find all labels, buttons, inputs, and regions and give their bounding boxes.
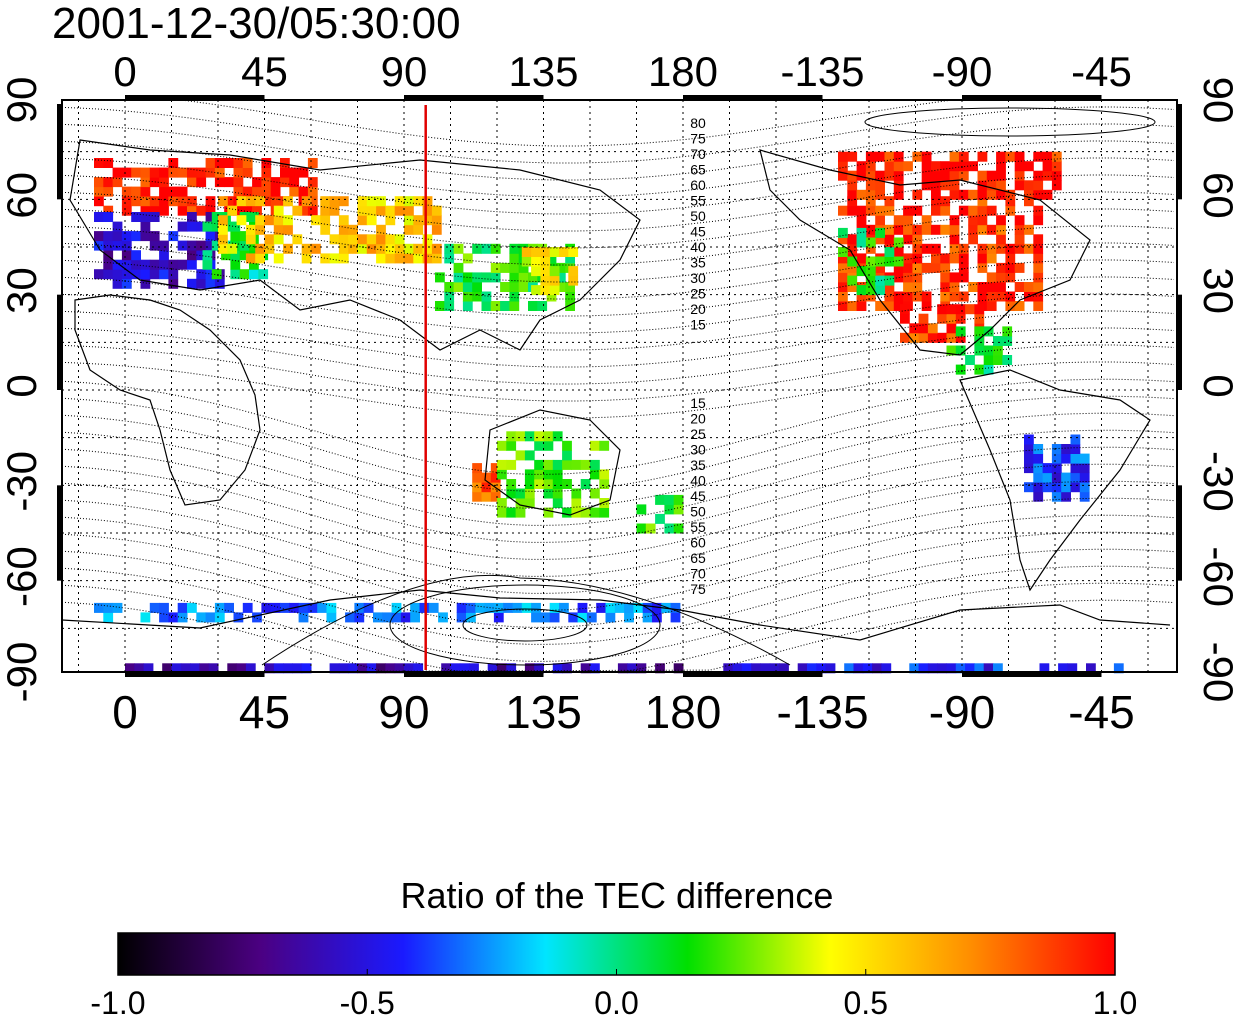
right-lat-label: 90 bbox=[1195, 77, 1240, 124]
anomaly-region-japan bbox=[521, 247, 579, 296]
contour-label: 40 bbox=[690, 473, 706, 489]
anomaly-region-europe-central bbox=[94, 212, 225, 289]
top-lon-label: 90 bbox=[381, 48, 428, 95]
top-lon-label: -135 bbox=[780, 48, 864, 95]
contour-label: 30 bbox=[690, 442, 706, 458]
contour-label: 70 bbox=[690, 146, 706, 162]
north-magnetic-oval bbox=[864, 107, 1156, 137]
bottom-lon-label: 180 bbox=[645, 686, 722, 738]
top-lon-label: 135 bbox=[508, 48, 578, 95]
contour-label: 35 bbox=[690, 457, 706, 473]
right-lat-label: -60 bbox=[1195, 546, 1240, 607]
anomaly-region-south-america bbox=[1024, 434, 1090, 502]
anomaly-region-asia-central bbox=[218, 196, 442, 264]
right-lat-label: 30 bbox=[1195, 267, 1240, 314]
coastline-0 bbox=[74, 294, 261, 506]
coastline-4 bbox=[959, 369, 1151, 592]
top-lon-label: 0 bbox=[113, 48, 136, 95]
map-plot-area: 0 0 45 45 90 90 135 135 180 180 -135 -135 -90 -90 -45 -… bbox=[0, 48, 1240, 738]
contour-label: 40 bbox=[690, 239, 706, 255]
colorbar-tick-label: 1.0 bbox=[1093, 985, 1137, 1021]
contour-label: 80 bbox=[690, 115, 706, 131]
coastline-2 bbox=[484, 409, 621, 516]
contour-label: 50 bbox=[690, 208, 706, 224]
contour-label: 45 bbox=[690, 488, 706, 504]
bottom-lon-label: 135 bbox=[505, 686, 582, 738]
figure-title: 2001-12-30/05:30:00 bbox=[52, 0, 461, 48]
tec-anomaly-layer bbox=[94, 151, 1124, 674]
contour-label: 25 bbox=[690, 426, 706, 442]
left-lat-label: -90 bbox=[0, 642, 45, 703]
contour-label: 30 bbox=[690, 270, 706, 286]
anomaly-region-new-zealand bbox=[636, 494, 684, 534]
contour-label: 75 bbox=[690, 581, 706, 597]
left-lat-label: 90 bbox=[0, 77, 45, 124]
contour-label: 55 bbox=[690, 519, 706, 535]
colorbar-tick-label: -1.0 bbox=[90, 985, 145, 1021]
contour-label: 60 bbox=[690, 535, 706, 551]
left-lat-label: 0 bbox=[0, 374, 45, 397]
left-lat-label: 30 bbox=[0, 267, 45, 314]
left-lat-label: -30 bbox=[0, 451, 45, 512]
bottom-lon-label: -135 bbox=[776, 686, 868, 738]
contour-label: 15 bbox=[690, 395, 706, 411]
south-magnetic-ovals bbox=[261, 107, 1156, 666]
colorbar: Ratio of the TEC difference -1.0 -0.5 0.0 0… bbox=[90, 875, 1137, 1021]
bottom-lon-label: -90 bbox=[929, 686, 995, 738]
top-lon-label: 45 bbox=[241, 48, 288, 95]
bottom-lon-label: 45 bbox=[239, 686, 290, 738]
right-lat-label: -30 bbox=[1195, 451, 1240, 512]
right-lat-label: 60 bbox=[1195, 172, 1240, 219]
contour-label: 15 bbox=[690, 317, 706, 333]
top-lon-label: -45 bbox=[1071, 48, 1132, 95]
colorbar-gradient bbox=[117, 932, 1116, 976]
anomaly-region-north-america-west bbox=[838, 227, 904, 296]
contour-label: 20 bbox=[690, 301, 706, 317]
contour-label: 60 bbox=[690, 177, 706, 193]
contour-label: 45 bbox=[690, 224, 706, 240]
left-lat-label: 60 bbox=[0, 172, 45, 219]
left-lat-label: -60 bbox=[0, 546, 45, 607]
colorbar-tick-label: 0.5 bbox=[844, 985, 888, 1021]
anomaly-region-mexico bbox=[900, 304, 985, 343]
magnetic-contours bbox=[61, 99, 1175, 673]
coastline-5 bbox=[61, 589, 1171, 641]
top-lon-label: 180 bbox=[648, 48, 718, 95]
contour-label: 50 bbox=[690, 504, 706, 520]
contour-label: 25 bbox=[690, 286, 706, 302]
coastlines bbox=[61, 139, 1171, 641]
anomaly-region-antarctic-band bbox=[125, 663, 684, 674]
bottom-lon-label: -45 bbox=[1068, 686, 1134, 738]
colorbar-title: Ratio of the TEC difference bbox=[401, 875, 834, 916]
contour-label: 20 bbox=[690, 411, 706, 427]
right-lat-label: 0 bbox=[1195, 374, 1240, 397]
frame-tick-bars bbox=[57, 95, 1182, 677]
coastline-3 bbox=[759, 149, 1091, 356]
coastline-1 bbox=[69, 139, 641, 351]
contour-label: 55 bbox=[690, 193, 706, 209]
contour-label: 35 bbox=[690, 255, 706, 271]
contour-label: 65 bbox=[690, 162, 706, 178]
anomaly-region-antarctic-band-west bbox=[723, 663, 1124, 674]
bottom-lon-label: 0 bbox=[112, 686, 138, 738]
colorbar-tick-label: -0.5 bbox=[340, 985, 395, 1021]
bottom-lon-label: 90 bbox=[378, 686, 429, 738]
contour-label: 70 bbox=[690, 566, 706, 582]
anomaly-region-canada-arctic bbox=[838, 151, 1062, 200]
contour-label: 65 bbox=[690, 550, 706, 566]
contour-label: 75 bbox=[690, 131, 706, 147]
contour-labels: 8075706560555045403530252015152025303540… bbox=[690, 115, 706, 597]
top-lon-label: -90 bbox=[932, 48, 993, 95]
colorbar-tick-label: 0.0 bbox=[594, 985, 638, 1021]
right-lat-label: -90 bbox=[1195, 642, 1240, 703]
